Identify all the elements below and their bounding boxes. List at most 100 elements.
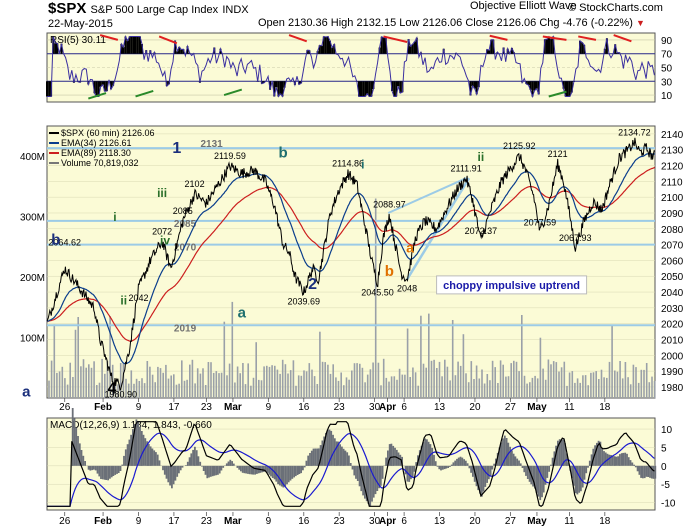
macd-histogram-bar (571, 465, 573, 479)
x-tick-label: 20 (469, 516, 481, 527)
volume-bar (85, 367, 87, 398)
macd-histogram-bar (144, 438, 147, 466)
macd-histogram-bar (93, 465, 95, 470)
wave-label: iv (160, 234, 170, 248)
macd-tick-label: -10 (661, 499, 676, 510)
wave-label: b (279, 145, 288, 162)
ohlc-values: Open 2130.36 High 2132.15 Low 2126.06 Cl… (258, 17, 633, 29)
volume-bar (372, 362, 374, 398)
volume-bar (236, 366, 239, 398)
macd-histogram-bar (349, 463, 352, 466)
symbol: $SPX (48, 0, 87, 17)
macd-histogram-bar (491, 465, 494, 470)
volume-bar (268, 366, 271, 398)
volume-bar (239, 373, 241, 398)
macd-histogram-bar (654, 465, 657, 479)
macd-histogram-bar (603, 451, 605, 466)
volume-bar (451, 320, 454, 398)
rsi-divergence-marker (223, 88, 243, 97)
volume-bar (507, 376, 510, 398)
volume-bar (202, 368, 204, 398)
volume-bar (473, 379, 475, 398)
macd-histogram-bar (149, 446, 152, 466)
volume-bar (414, 372, 417, 398)
macd-histogram-bar (133, 424, 136, 466)
macd-histogram-bar (596, 442, 598, 466)
macd-histogram-bar (206, 465, 209, 479)
price-value-label: 2048 (397, 283, 417, 293)
macd-histogram-bar (256, 465, 258, 474)
volume-bar (614, 370, 616, 398)
level-label: 2085 (174, 219, 197, 230)
volume-bar (502, 364, 504, 398)
macd-histogram-bar (620, 453, 623, 466)
macd-histogram-bar (201, 465, 203, 467)
macd-histogram-bar (94, 465, 97, 471)
price-tick-label: 2010 (661, 335, 684, 346)
x-tick-label: Mar (224, 516, 242, 527)
macd-histogram-bar (348, 455, 350, 466)
rsi-divergence-marker (578, 35, 597, 41)
volume-bar (274, 365, 276, 398)
macd-histogram-bar (622, 452, 625, 466)
volume-bar (401, 374, 404, 398)
volume-bar (319, 331, 321, 398)
macd-histogram-bar (156, 454, 159, 466)
price-tick-label: 2080 (661, 225, 684, 236)
macd-histogram-bar (250, 465, 253, 475)
macd-histogram-bar (392, 445, 395, 466)
volume-bar (228, 363, 231, 398)
rsi-divergence-marker (548, 90, 567, 98)
volume-bar (536, 378, 539, 398)
macd-histogram-bar (82, 455, 85, 466)
x-tick-label: 9 (136, 516, 142, 527)
macd-histogram-bar (367, 465, 370, 504)
macd-histogram-bar (165, 465, 168, 479)
volume-bar (321, 361, 324, 398)
price-value-label: 2111.91 (451, 163, 482, 173)
volume-bar (337, 380, 340, 398)
macd-histogram-bar (229, 459, 232, 466)
rsi-tick-label: 50 (661, 64, 673, 75)
macd-histogram-bar (457, 457, 460, 466)
macd-histogram-bar (337, 441, 340, 466)
price-tick-label: 2140 (661, 130, 684, 141)
macd-histogram-bar (91, 465, 94, 471)
macd-histogram-bar (408, 465, 411, 482)
macd-histogram-bar (319, 445, 322, 466)
price-tick-label: 2090 (661, 209, 684, 220)
volume-bar (226, 375, 228, 398)
macd-histogram-bar (268, 465, 271, 475)
macd-histogram-bar (482, 465, 485, 492)
macd-histogram-bar (390, 443, 393, 466)
x-tick-label: May (527, 516, 547, 527)
volume-bar (457, 361, 459, 398)
macd-histogram-bar (101, 465, 104, 480)
x-tick-label: 16 (298, 402, 310, 413)
volume-tick-label: 100M (20, 334, 45, 345)
macd-histogram-bar (218, 465, 221, 474)
volume-bar (579, 382, 581, 398)
volume-bar (90, 367, 93, 398)
volume-tick-label: 200M (20, 273, 45, 284)
volume-bar (53, 324, 56, 398)
volume-bar (369, 369, 372, 398)
macd-histogram-bar (564, 443, 566, 466)
macd-histogram-bar (364, 465, 366, 499)
rsi-tick-label: 30 (661, 77, 673, 88)
macd-histogram-bar (581, 465, 584, 488)
macd-histogram-bar (300, 465, 302, 474)
macd-histogram-bar (248, 465, 251, 475)
volume-bar (340, 372, 342, 398)
macd-histogram-bar (107, 465, 109, 481)
macd-histogram-bar (270, 465, 272, 477)
macd-histogram-bar (576, 465, 579, 495)
macd-histogram-bar (459, 456, 462, 466)
volume-bar (436, 368, 438, 398)
macd-histogram-bar (263, 465, 265, 472)
volume-bar (499, 360, 502, 398)
volume-bar (276, 369, 279, 398)
macd-histogram-bar (511, 450, 513, 466)
macd-histogram-bar (624, 452, 627, 466)
